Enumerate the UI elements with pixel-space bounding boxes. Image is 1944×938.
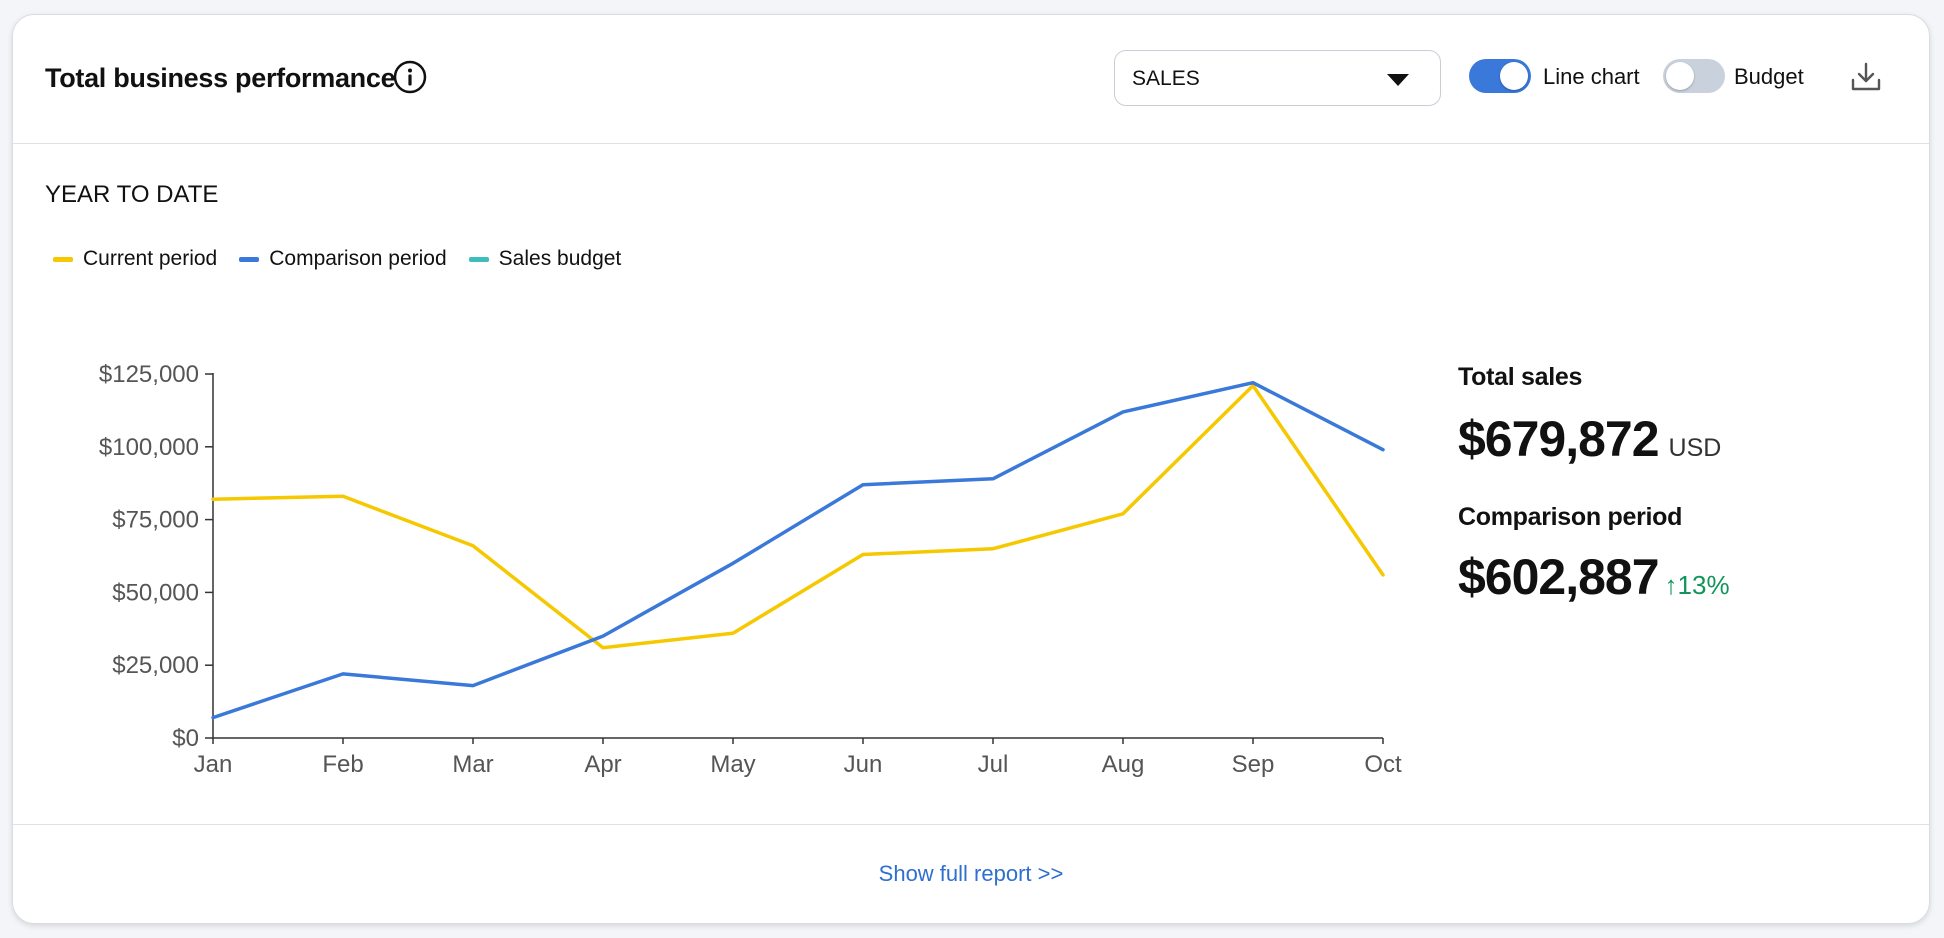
info-icon[interactable] <box>393 60 427 94</box>
total-sales-row: $679,872 USD <box>1458 410 1721 468</box>
y-tick-label: $100,000 <box>99 434 199 461</box>
comparison-row: $602,887 ↑13% <box>1458 548 1730 606</box>
legend-item-current: Current period <box>53 247 217 271</box>
x-tick-label: Aug <box>1102 751 1145 778</box>
line-chart-toggle-label: Line chart <box>1543 64 1640 89</box>
series-line-comparison-period <box>211 380 1385 720</box>
legend-swatch <box>53 256 73 262</box>
total-sales-unit: USD <box>1668 434 1722 462</box>
y-tick-label: $0 <box>172 725 199 752</box>
legend-label: Comparison period <box>269 247 447 270</box>
line-chart-toggle[interactable] <box>1469 59 1531 93</box>
card-header: Total business performance SALES Line ch… <box>13 15 1929 144</box>
line-chart: $0 $25,000 $50,000 $75,000 $100,000 $125,000 J… <box>99 361 1402 778</box>
series-line-current-period <box>211 383 1385 650</box>
x-tick-label: Feb <box>322 751 363 778</box>
change-indicator: ↑13% <box>1665 570 1730 600</box>
metric-select[interactable]: SALES <box>1114 50 1441 106</box>
x-tick-label: Oct <box>1364 751 1402 778</box>
x-tick-label: Jul <box>978 751 1009 778</box>
chart-legend: Current period Comparison period Sales b… <box>53 247 643 271</box>
x-tick-label: Mar <box>452 751 493 778</box>
x-tick-label: Sep <box>1232 751 1275 778</box>
chevron-down-icon <box>1387 74 1409 86</box>
download-icon[interactable] <box>1848 59 1884 95</box>
performance-card: Total business performance SALES Line ch… <box>12 14 1930 924</box>
legend-label: Sales budget <box>498 247 622 270</box>
show-full-report-link[interactable]: Show full report >> <box>878 861 1064 886</box>
comparison-period-label: Comparison period <box>1458 503 1683 531</box>
change-value: 13% <box>1677 570 1730 600</box>
y-tick-label: $75,000 <box>112 507 199 534</box>
toggle-knob <box>1500 62 1528 90</box>
arrow-up-icon: ↑ <box>1664 570 1678 600</box>
legend-swatch <box>239 256 260 262</box>
budget-toggle[interactable] <box>1663 59 1725 93</box>
total-sales-value: $679,872 <box>1458 411 1660 467</box>
legend-item-budget: Sales budget <box>468 247 622 271</box>
comparison-value: $602,887 <box>1458 549 1660 605</box>
x-tick-label: Jun <box>844 751 883 778</box>
legend-label: Current period <box>83 247 218 270</box>
total-sales-label: Total sales <box>1458 363 1583 391</box>
card-footer: Show full report >> <box>13 824 1929 923</box>
x-tick-label: Jan <box>194 751 233 778</box>
x-tick-label: May <box>710 751 755 778</box>
legend-item-comparison: Comparison period <box>239 247 447 271</box>
y-tick-label: $50,000 <box>112 579 199 606</box>
x-tick-label: Apr <box>584 751 621 778</box>
section-label: YEAR TO DATE <box>45 181 219 208</box>
budget-toggle-label: Budget <box>1734 64 1804 89</box>
y-tick-label: $25,000 <box>112 652 199 679</box>
y-tick-label: $125,000 <box>99 361 199 388</box>
metric-select-value: SALES <box>1132 67 1200 90</box>
legend-swatch <box>468 256 489 262</box>
toggle-knob <box>1666 62 1694 90</box>
card-title: Total business performance <box>45 63 396 93</box>
